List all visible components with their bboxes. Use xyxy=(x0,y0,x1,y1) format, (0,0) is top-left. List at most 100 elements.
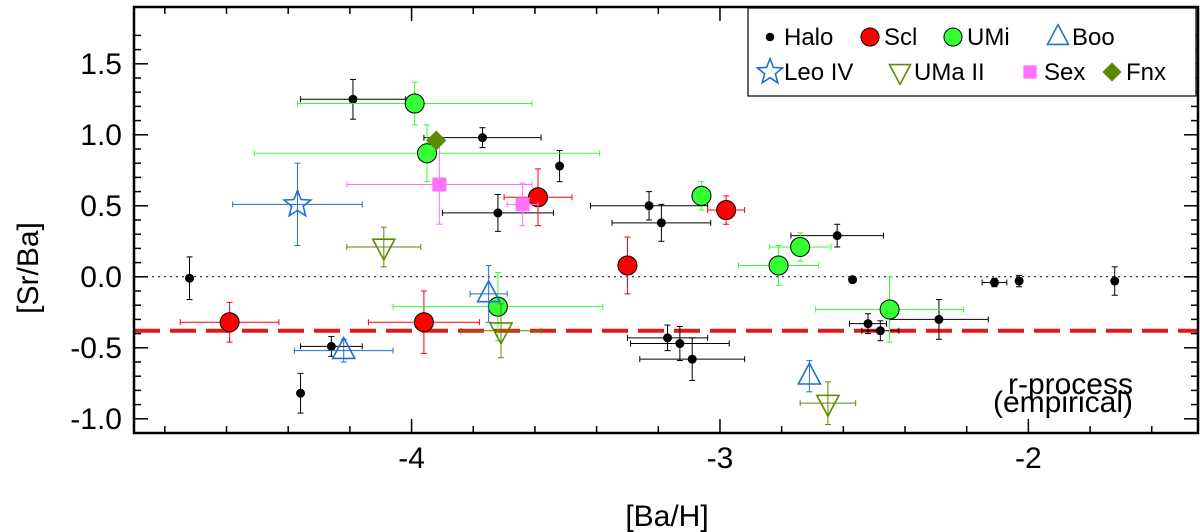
x-tick-label: -4 xyxy=(398,442,425,475)
point-halo-2 xyxy=(296,372,306,414)
legend-label-umi: UMi xyxy=(967,24,1010,51)
marker-halo xyxy=(1110,276,1120,286)
legend-label-halo: Halo xyxy=(784,24,833,51)
point-umi-1 xyxy=(296,81,533,126)
marker-halo xyxy=(832,231,842,241)
legend-entry-halo: Halo xyxy=(765,24,833,51)
marker-halo xyxy=(348,94,358,104)
legend-entry-sex: Sex xyxy=(1023,59,1085,86)
series-uma-ii xyxy=(346,226,857,425)
marker-uma-ii xyxy=(488,322,514,346)
legend-label-sex: Sex xyxy=(1044,59,1085,86)
marker-scl xyxy=(413,312,434,333)
x-tick-label: -2 xyxy=(1015,442,1042,475)
marker-leo-iv xyxy=(281,188,313,218)
point-scl-3 xyxy=(503,168,573,227)
series-leo-iv xyxy=(232,162,363,247)
y-tick-label: -0.5 xyxy=(70,332,122,365)
legend-entry-uma-ii: UMa II xyxy=(888,59,985,87)
legend-marker-fnx xyxy=(1102,62,1122,82)
x-tick-label: -3 xyxy=(707,442,734,475)
point-halo-8 xyxy=(589,191,709,221)
point-uma-ii-1 xyxy=(346,226,422,268)
legend-marker-scl xyxy=(860,27,880,47)
point-sex-1 xyxy=(346,144,533,225)
point-umi-2 xyxy=(253,124,601,183)
marker-halo xyxy=(644,201,654,211)
marker-umi xyxy=(487,296,508,317)
point-halo-18 xyxy=(981,277,1008,288)
marker-uma-ii xyxy=(371,238,397,262)
marker-umi xyxy=(691,185,712,206)
marker-halo xyxy=(555,161,565,171)
series-scl xyxy=(179,168,746,354)
point-boo-1 xyxy=(293,335,394,363)
x-axis-title: [Ba/H] xyxy=(625,500,708,532)
y-tick-label: 0.0 xyxy=(80,261,122,294)
legend: Halo Scl UMi Boo Leo IV UMa II Sex Fnx xyxy=(747,7,1197,97)
legend-marker-leo-iv xyxy=(755,56,785,85)
marker-halo xyxy=(687,354,697,364)
marker-sex xyxy=(432,177,447,192)
point-scl-5 xyxy=(707,195,746,225)
legend-entry-fnx: Fnx xyxy=(1102,59,1166,86)
marker-halo xyxy=(675,339,685,349)
marker-boo xyxy=(331,335,357,360)
legend-label-fnx: Fnx xyxy=(1126,59,1166,86)
point-halo-20 xyxy=(1110,266,1120,296)
series-fnx xyxy=(426,130,447,151)
marker-halo xyxy=(1014,276,1024,286)
legend-entry-boo: Boo xyxy=(1046,22,1115,51)
series-sex xyxy=(346,144,539,227)
point-sex-2 xyxy=(506,182,539,227)
legend-label-leo-iv: Leo IV xyxy=(784,59,853,86)
point-leo-iv-1 xyxy=(232,162,363,247)
plot-area xyxy=(134,78,1198,425)
point-scl-2 xyxy=(367,290,480,354)
legend-marker-umi xyxy=(943,27,963,47)
marker-halo xyxy=(656,218,666,228)
point-halo-9 xyxy=(611,203,712,242)
series-umi xyxy=(253,81,965,343)
point-halo-17 xyxy=(889,299,989,340)
marker-umi xyxy=(879,299,900,320)
marker-umi xyxy=(416,143,437,164)
marker-scl xyxy=(617,255,638,276)
point-umi-4 xyxy=(691,181,712,211)
marker-halo xyxy=(185,273,195,283)
axes: -4 -3 -2 -1.0 -0.5 0.0 0.5 1.0 1.5 xyxy=(70,5,1200,475)
r-process-annotation-line2: (empirical) xyxy=(993,386,1133,419)
marker-halo xyxy=(493,208,503,218)
marker-halo xyxy=(875,326,885,336)
marker-sex xyxy=(515,197,530,212)
point-boo-2 xyxy=(469,264,508,323)
legend-box xyxy=(747,7,1197,97)
marker-halo xyxy=(663,333,673,343)
point-fnx-1 xyxy=(426,130,447,151)
marker-boo xyxy=(797,361,822,385)
legend-entry-umi: UMi xyxy=(943,24,1010,51)
r-process-annotation-line1: r-process xyxy=(1008,368,1133,401)
point-umi-5 xyxy=(737,245,820,286)
legend-label-scl: Scl xyxy=(884,24,917,51)
y-tick-label: 0.5 xyxy=(80,190,122,223)
legend-marker-sex xyxy=(1023,65,1037,79)
marker-halo xyxy=(934,314,944,324)
marker-halo xyxy=(989,277,999,287)
point-halo-19 xyxy=(1014,274,1024,288)
marker-umi xyxy=(404,93,425,114)
point-halo-11 xyxy=(630,326,730,362)
legend-label-uma-ii: UMa II xyxy=(914,59,985,86)
series-halo xyxy=(185,78,1120,414)
legend-entry-scl: Scl xyxy=(860,24,917,51)
series-boo xyxy=(293,264,822,393)
marker-scl xyxy=(219,312,240,333)
y-axis-title: [Sr/Ba] xyxy=(12,222,45,314)
marker-umi xyxy=(768,255,789,276)
marker-halo xyxy=(848,275,858,285)
point-scl-1 xyxy=(179,301,280,343)
marker-umi xyxy=(790,236,811,257)
marker-uma-ii xyxy=(815,394,841,418)
point-halo-4 xyxy=(300,78,406,120)
